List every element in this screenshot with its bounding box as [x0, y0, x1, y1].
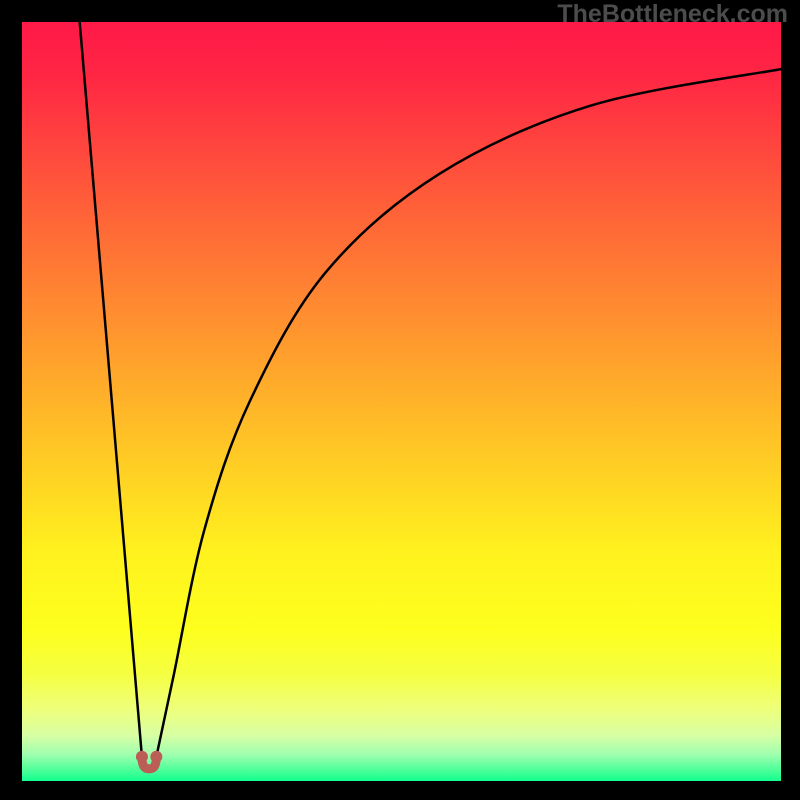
watermark-text: TheBottleneck.com [557, 0, 788, 29]
chart-svg [22, 22, 781, 781]
marker-endpoint-left [136, 751, 148, 763]
figure-container: TheBottleneck.com [0, 0, 800, 800]
marker-endpoint-right [150, 751, 162, 763]
gradient-background [22, 22, 781, 781]
plot-area [22, 22, 781, 781]
